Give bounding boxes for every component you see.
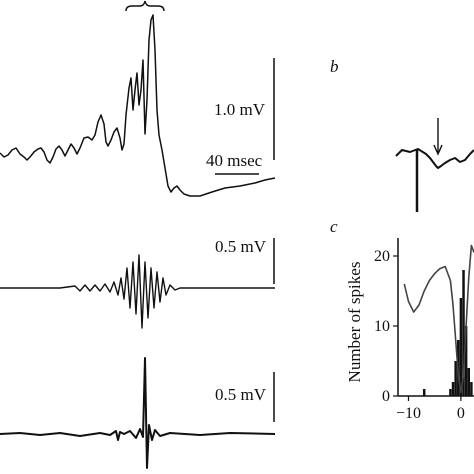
scale-label-mid-voltage: 0.5 mV — [215, 237, 267, 256]
overlay-curve — [403, 244, 474, 394]
histogram-bar — [449, 389, 452, 396]
scale-label-bottom-voltage: 0.5 mV — [215, 385, 267, 404]
histogram-bar — [451, 382, 455, 396]
scale-label-top-voltage: 1.0 mV — [214, 100, 266, 119]
x-tick-label: −10 — [396, 405, 421, 422]
bracket-marker — [125, 0, 165, 12]
histogram-bar — [467, 368, 471, 396]
arrow-icon — [433, 118, 443, 156]
y-tick-label: 20 — [374, 248, 390, 265]
histogram-bar — [462, 270, 465, 396]
x-tick-label: 0 — [457, 405, 465, 422]
spike-triggered-average-trace — [395, 148, 474, 169]
histogram-bar — [454, 361, 457, 396]
histogram-bar — [459, 298, 463, 396]
histogram-bar — [470, 382, 473, 396]
scale-label-time: 40 msec — [206, 151, 263, 170]
filtered-trace — [0, 254, 275, 329]
histogram-bar — [464, 326, 468, 396]
y-axis-label: Number of spikes — [345, 262, 364, 383]
panel-b-label: b — [330, 57, 339, 76]
y-tick-label: 0 — [382, 388, 390, 405]
spike-trace — [0, 357, 276, 469]
spike-histogram-chart: 0 10 20 −10 0 — [374, 238, 474, 422]
raw-trace — [0, 14, 276, 197]
panel-c-label: c — [330, 217, 338, 236]
y-tick-label: 10 — [374, 318, 390, 335]
histogram-bar — [422, 389, 426, 396]
